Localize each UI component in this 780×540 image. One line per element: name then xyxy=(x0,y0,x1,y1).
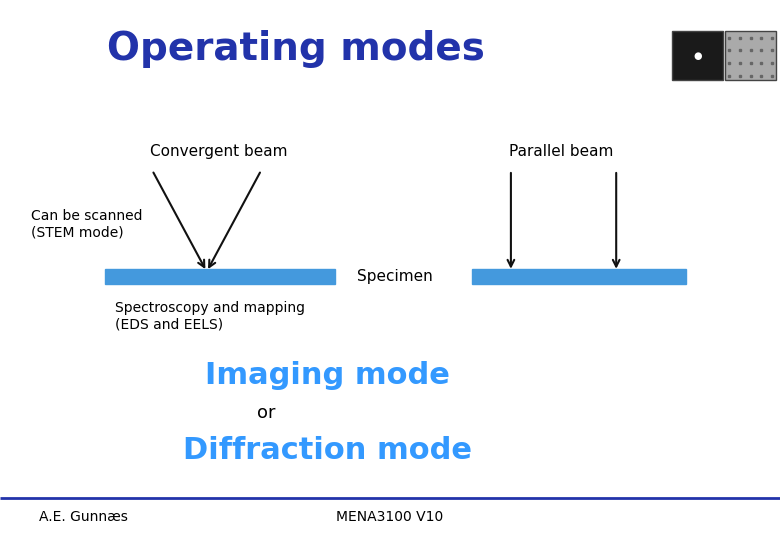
Bar xyxy=(105,269,335,284)
Bar xyxy=(725,31,776,80)
Text: Operating modes: Operating modes xyxy=(108,30,485,68)
Text: Convergent beam: Convergent beam xyxy=(150,144,287,159)
Text: A.E. Gunnæs: A.E. Gunnæs xyxy=(39,510,128,524)
Text: ●: ● xyxy=(694,51,702,60)
Bar xyxy=(672,31,723,80)
Text: Parallel beam: Parallel beam xyxy=(509,144,614,159)
Text: or: or xyxy=(257,404,276,422)
Text: Spectroscopy and mapping
(EDS and EELS): Spectroscopy and mapping (EDS and EELS) xyxy=(115,301,306,331)
Bar xyxy=(472,269,686,284)
Text: Diffraction mode: Diffraction mode xyxy=(183,436,472,465)
Text: Can be scanned
(STEM mode): Can be scanned (STEM mode) xyxy=(31,209,143,239)
Text: Imaging mode: Imaging mode xyxy=(205,361,450,390)
Text: Specimen: Specimen xyxy=(357,269,433,284)
Text: MENA3100 V10: MENA3100 V10 xyxy=(336,510,444,524)
